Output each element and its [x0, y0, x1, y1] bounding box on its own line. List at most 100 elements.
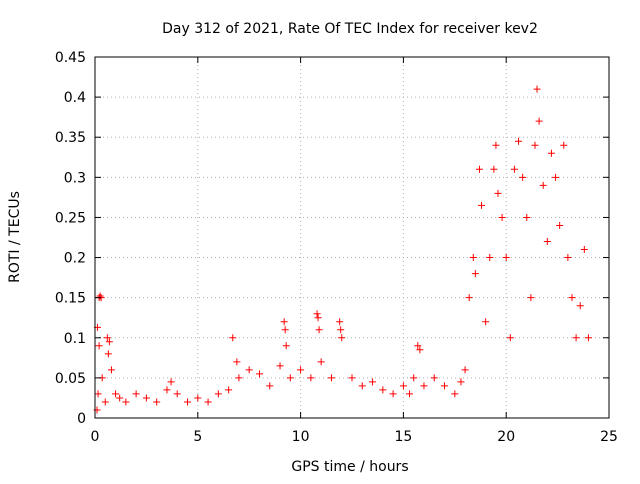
data-point	[584, 334, 592, 342]
data-point	[96, 292, 104, 300]
data-point	[276, 362, 284, 370]
plot-frame	[94, 56, 610, 419]
data-point	[153, 398, 161, 406]
data-point	[506, 334, 514, 342]
data-point	[194, 394, 202, 402]
data-point	[535, 117, 543, 125]
data-point	[564, 254, 572, 262]
data-point	[104, 350, 112, 358]
data-point	[348, 374, 356, 382]
data-point	[132, 390, 140, 398]
data-point	[510, 165, 518, 173]
data-point	[107, 366, 115, 374]
data-point	[451, 390, 459, 398]
data-point	[315, 326, 323, 334]
data-point	[475, 165, 483, 173]
data-point	[556, 221, 564, 229]
data-point	[167, 378, 175, 386]
data-point	[336, 318, 344, 326]
y-tick-label: 0.25	[55, 210, 86, 226]
data-point	[142, 394, 150, 402]
x-tick-label: 15	[394, 429, 412, 445]
data-point	[235, 374, 243, 382]
data-point	[245, 366, 253, 374]
data-point	[430, 374, 438, 382]
data-point	[379, 386, 387, 394]
x-tick-label: 0	[91, 429, 100, 445]
data-point	[327, 374, 335, 382]
data-point	[523, 213, 531, 221]
y-tick-label: 0.3	[64, 170, 86, 186]
x-tick-label: 5	[193, 429, 202, 445]
data-point	[286, 374, 294, 382]
ticks-layer: 0 0.05 0.1 0.15 0.2 0.25 0.3 0.35 0.4 0.45 0 5 10 15 2…	[55, 50, 618, 445]
data-point	[116, 394, 124, 402]
data-point	[282, 342, 290, 350]
data-point	[576, 302, 584, 310]
y-tick-label: 0.15	[55, 291, 86, 307]
data-point	[297, 366, 305, 374]
data-point	[307, 374, 315, 382]
data-point	[281, 326, 289, 334]
data-point	[498, 213, 506, 221]
data-point	[204, 398, 212, 406]
x-axis-label: GPS time / hours	[291, 459, 408, 475]
data-point	[173, 390, 181, 398]
data-point	[266, 382, 274, 390]
data-point	[492, 141, 500, 149]
chart-title: Day 312 of 2021, Rate Of TEC Index for r…	[162, 21, 538, 37]
x-tick-label: 25	[600, 429, 618, 445]
data-point	[580, 246, 588, 254]
data-point	[95, 342, 103, 350]
data-point	[105, 338, 113, 346]
data-point	[101, 398, 109, 406]
data-point	[547, 149, 555, 157]
data-point	[560, 141, 568, 149]
data-point	[539, 181, 547, 189]
data-point	[94, 390, 102, 398]
data-point	[572, 334, 580, 342]
data-point	[461, 366, 469, 374]
x-tick-label: 10	[292, 429, 310, 445]
data-point	[469, 254, 477, 262]
data-point	[420, 382, 428, 390]
data-point	[214, 390, 222, 398]
data-point	[531, 141, 539, 149]
data-point	[414, 342, 422, 350]
data-point	[358, 382, 366, 390]
data-point	[465, 294, 473, 302]
data-point	[314, 314, 322, 322]
data-point	[313, 310, 321, 318]
data-point	[184, 398, 192, 406]
data-point	[543, 238, 551, 246]
data-point	[338, 334, 346, 342]
data-point	[486, 254, 494, 262]
data-point	[416, 346, 424, 354]
grid-layer	[95, 57, 609, 418]
y-tick-label: 0.45	[55, 50, 86, 66]
data-point	[317, 358, 325, 366]
data-point	[441, 382, 449, 390]
y-tick-label: 0.05	[55, 371, 86, 387]
data-point	[519, 173, 527, 181]
y-tick-label: 0	[77, 411, 86, 427]
data-point	[471, 270, 479, 278]
data-point	[163, 386, 171, 394]
data-point	[337, 326, 345, 334]
x-tick-label: 20	[497, 429, 515, 445]
data-point	[527, 294, 535, 302]
data-point	[494, 189, 502, 197]
data-point	[225, 386, 233, 394]
data-point	[410, 374, 418, 382]
data-point	[112, 390, 120, 398]
data-point	[515, 137, 523, 145]
y-tick-label: 0.4	[64, 90, 86, 106]
data-point	[568, 294, 576, 302]
data-point	[255, 370, 263, 378]
data-point	[478, 201, 486, 209]
markers-layer	[93, 85, 592, 414]
data-point	[233, 358, 241, 366]
data-point	[399, 382, 407, 390]
data-point	[369, 378, 377, 386]
